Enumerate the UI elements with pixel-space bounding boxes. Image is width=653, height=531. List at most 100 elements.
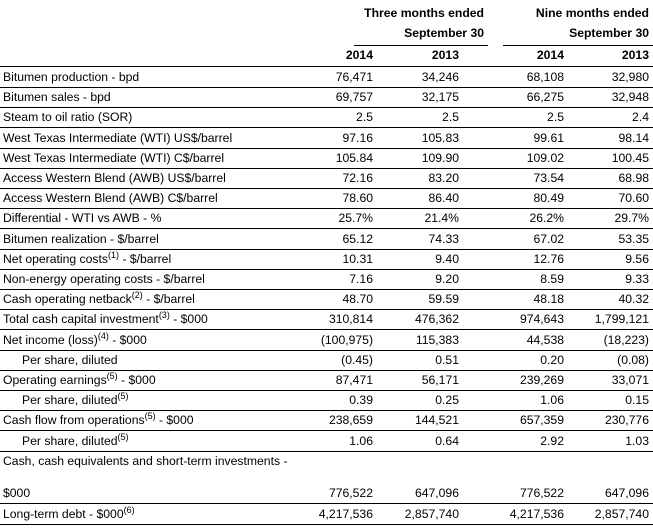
value-cell: 776,522 <box>328 486 373 500</box>
value-cell: 33,071 <box>611 373 649 387</box>
nine-months-underline <box>503 45 653 46</box>
value-cell: 29.7% <box>614 211 649 226</box>
value-cell: 2,857,740 <box>594 507 649 521</box>
value-cell: 67.02 <box>533 231 565 246</box>
footnote-marker: (4) <box>97 330 109 341</box>
value-cell: 98.14 <box>618 130 650 145</box>
value-cell: 776,522 <box>519 486 564 500</box>
value-cell: 99.61 <box>533 130 565 145</box>
value-cell: 74.33 <box>428 231 460 246</box>
row-label: West Texas Intermediate (WTI) US$/barrel <box>3 130 233 145</box>
value-cell: 76,471 <box>335 70 373 84</box>
value-cell: 9.20 <box>435 272 459 286</box>
row-label: $000 <box>3 486 31 500</box>
value-cell: 26.2% <box>529 211 564 226</box>
row-label: Per share, diluted(5) <box>22 431 129 448</box>
table-row: Steam to oil ratio (SOR) 2.5 2.5 2.5 2.4 <box>0 107 653 129</box>
value-cell: (0.45) <box>341 352 373 367</box>
table-row: Bitumen sales - bpd 69,757 32,175 66,275 32,… <box>0 87 653 109</box>
table-row: Access Western Blend (AWB) C$/barrel 78.6… <box>0 188 653 210</box>
value-cell: 4,217,536 <box>318 507 373 521</box>
value-cell: 109.02 <box>526 150 564 165</box>
value-cell: 310,814 <box>328 312 373 327</box>
value-cell: 56,171 <box>421 373 459 387</box>
value-cell: 0.20 <box>540 352 564 367</box>
footnote-marker: (5) <box>117 391 129 402</box>
row-label: Differential - WTI vs AWB - % <box>3 211 162 226</box>
value-cell: (0.08) <box>617 352 649 367</box>
value-cell: 0.39 <box>349 393 373 408</box>
table-row: Net income (loss)(4) - $000 (100,975) 115,… <box>0 330 653 351</box>
table-row: Bitumen production - bpd 76,471 34,246 68,1… <box>0 67 653 88</box>
value-cell: 9.56 <box>625 251 649 266</box>
value-cell: 0.25 <box>435 393 459 408</box>
row-label: Per share, diluted(5) <box>22 391 129 408</box>
table-row: Cash flow from operations(5) - $000 238,6… <box>0 410 653 432</box>
value-cell: 12.76 <box>533 251 565 266</box>
value-cell: 78.60 <box>342 191 374 206</box>
three-months-underline <box>354 45 488 46</box>
footnote-marker: (5) <box>106 370 118 381</box>
year-header: 2014 <box>536 48 564 62</box>
nine-months-header-line1: Nine months ended <box>535 6 649 20</box>
table-row: $000 776,522 647,096 776,522 647,096 <box>0 483 653 504</box>
value-cell: 25.7% <box>338 211 373 226</box>
value-cell: 53.35 <box>618 231 650 246</box>
value-cell: 97.16 <box>342 130 374 145</box>
value-cell: 974,643 <box>519 312 564 327</box>
row-label: Long-term debt - $000(6) <box>3 504 135 521</box>
header-bottom-rule <box>0 66 653 67</box>
table-row: Operating earnings(5) - $000 87,471 56,171… <box>0 370 653 391</box>
table-row: Differential - WTI vs AWB - % 25.7% 21.4% 2… <box>0 208 653 230</box>
value-cell: 105.84 <box>335 150 373 165</box>
value-cell: 34,246 <box>421 70 459 84</box>
row-label: Total cash capital investment(3) - $000 <box>3 310 208 327</box>
value-cell: 647,096 <box>414 486 459 500</box>
row-label: Cash, cash equivalents and short-term in… <box>3 453 288 468</box>
value-cell: 83.20 <box>428 171 460 185</box>
value-cell: 109.90 <box>421 150 459 165</box>
value-cell: 657,359 <box>519 413 564 428</box>
footnote-marker: (5) <box>144 411 156 422</box>
row-label: Cash flow from operations(5) - $000 <box>3 411 194 428</box>
value-cell: 69,757 <box>335 90 373 105</box>
value-cell: (100,975) <box>320 332 373 347</box>
value-cell: 66,275 <box>526 90 564 105</box>
value-cell: 2.4 <box>632 110 649 125</box>
row-label: Net income (loss)(4) - $000 <box>3 330 147 347</box>
row-label: Steam to oil ratio (SOR) <box>3 110 133 125</box>
value-cell: 65.12 <box>342 231 374 246</box>
value-cell: 4,217,536 <box>509 507 564 521</box>
value-cell: 2.92 <box>540 433 564 448</box>
value-cell: 59.59 <box>428 292 460 307</box>
table-row: Total cash capital investment(3) - $000 3… <box>0 309 653 331</box>
row-label: Net operating costs(1) - $/barrel <box>3 249 172 266</box>
row-label: Access Western Blend (AWB) US$/barrel <box>3 171 226 185</box>
value-cell: 2.5 <box>356 110 373 125</box>
value-cell: 1.03 <box>625 433 649 448</box>
value-cell: 239,269 <box>519 373 564 387</box>
value-cell: 8.59 <box>540 272 564 286</box>
nine-months-header-line2: September 30 <box>569 26 649 40</box>
value-cell: 0.64 <box>435 433 459 448</box>
table-row: Per share, diluted(5) 0.39 0.25 1.06 0.15 <box>0 390 653 412</box>
value-cell: 48.70 <box>342 292 374 307</box>
value-cell: 80.49 <box>533 191 565 206</box>
value-cell: 32,948 <box>611 90 649 105</box>
value-cell: (18,223) <box>603 332 649 347</box>
value-cell: 100.45 <box>611 150 649 165</box>
value-cell: 1.06 <box>540 393 564 408</box>
value-cell: 44,538 <box>526 332 564 347</box>
row-label: Operating earnings(5) - $000 <box>3 370 156 387</box>
year-header: 2013 <box>621 48 649 62</box>
footnote-marker: (6) <box>123 504 135 515</box>
value-cell: 238,659 <box>328 413 373 428</box>
table-row: Net operating costs(1) - $/barrel 10.31 9.… <box>0 249 653 270</box>
row-label: Per share, diluted <box>22 352 118 367</box>
value-cell: 2,857,740 <box>404 507 459 521</box>
value-cell: 2.5 <box>442 110 459 125</box>
footnote-marker: (2) <box>131 290 143 301</box>
value-cell: 48.18 <box>533 292 565 307</box>
value-cell: 9.33 <box>625 272 649 286</box>
table-row: West Texas Intermediate (WTI) C$/barrel 1… <box>0 148 653 169</box>
